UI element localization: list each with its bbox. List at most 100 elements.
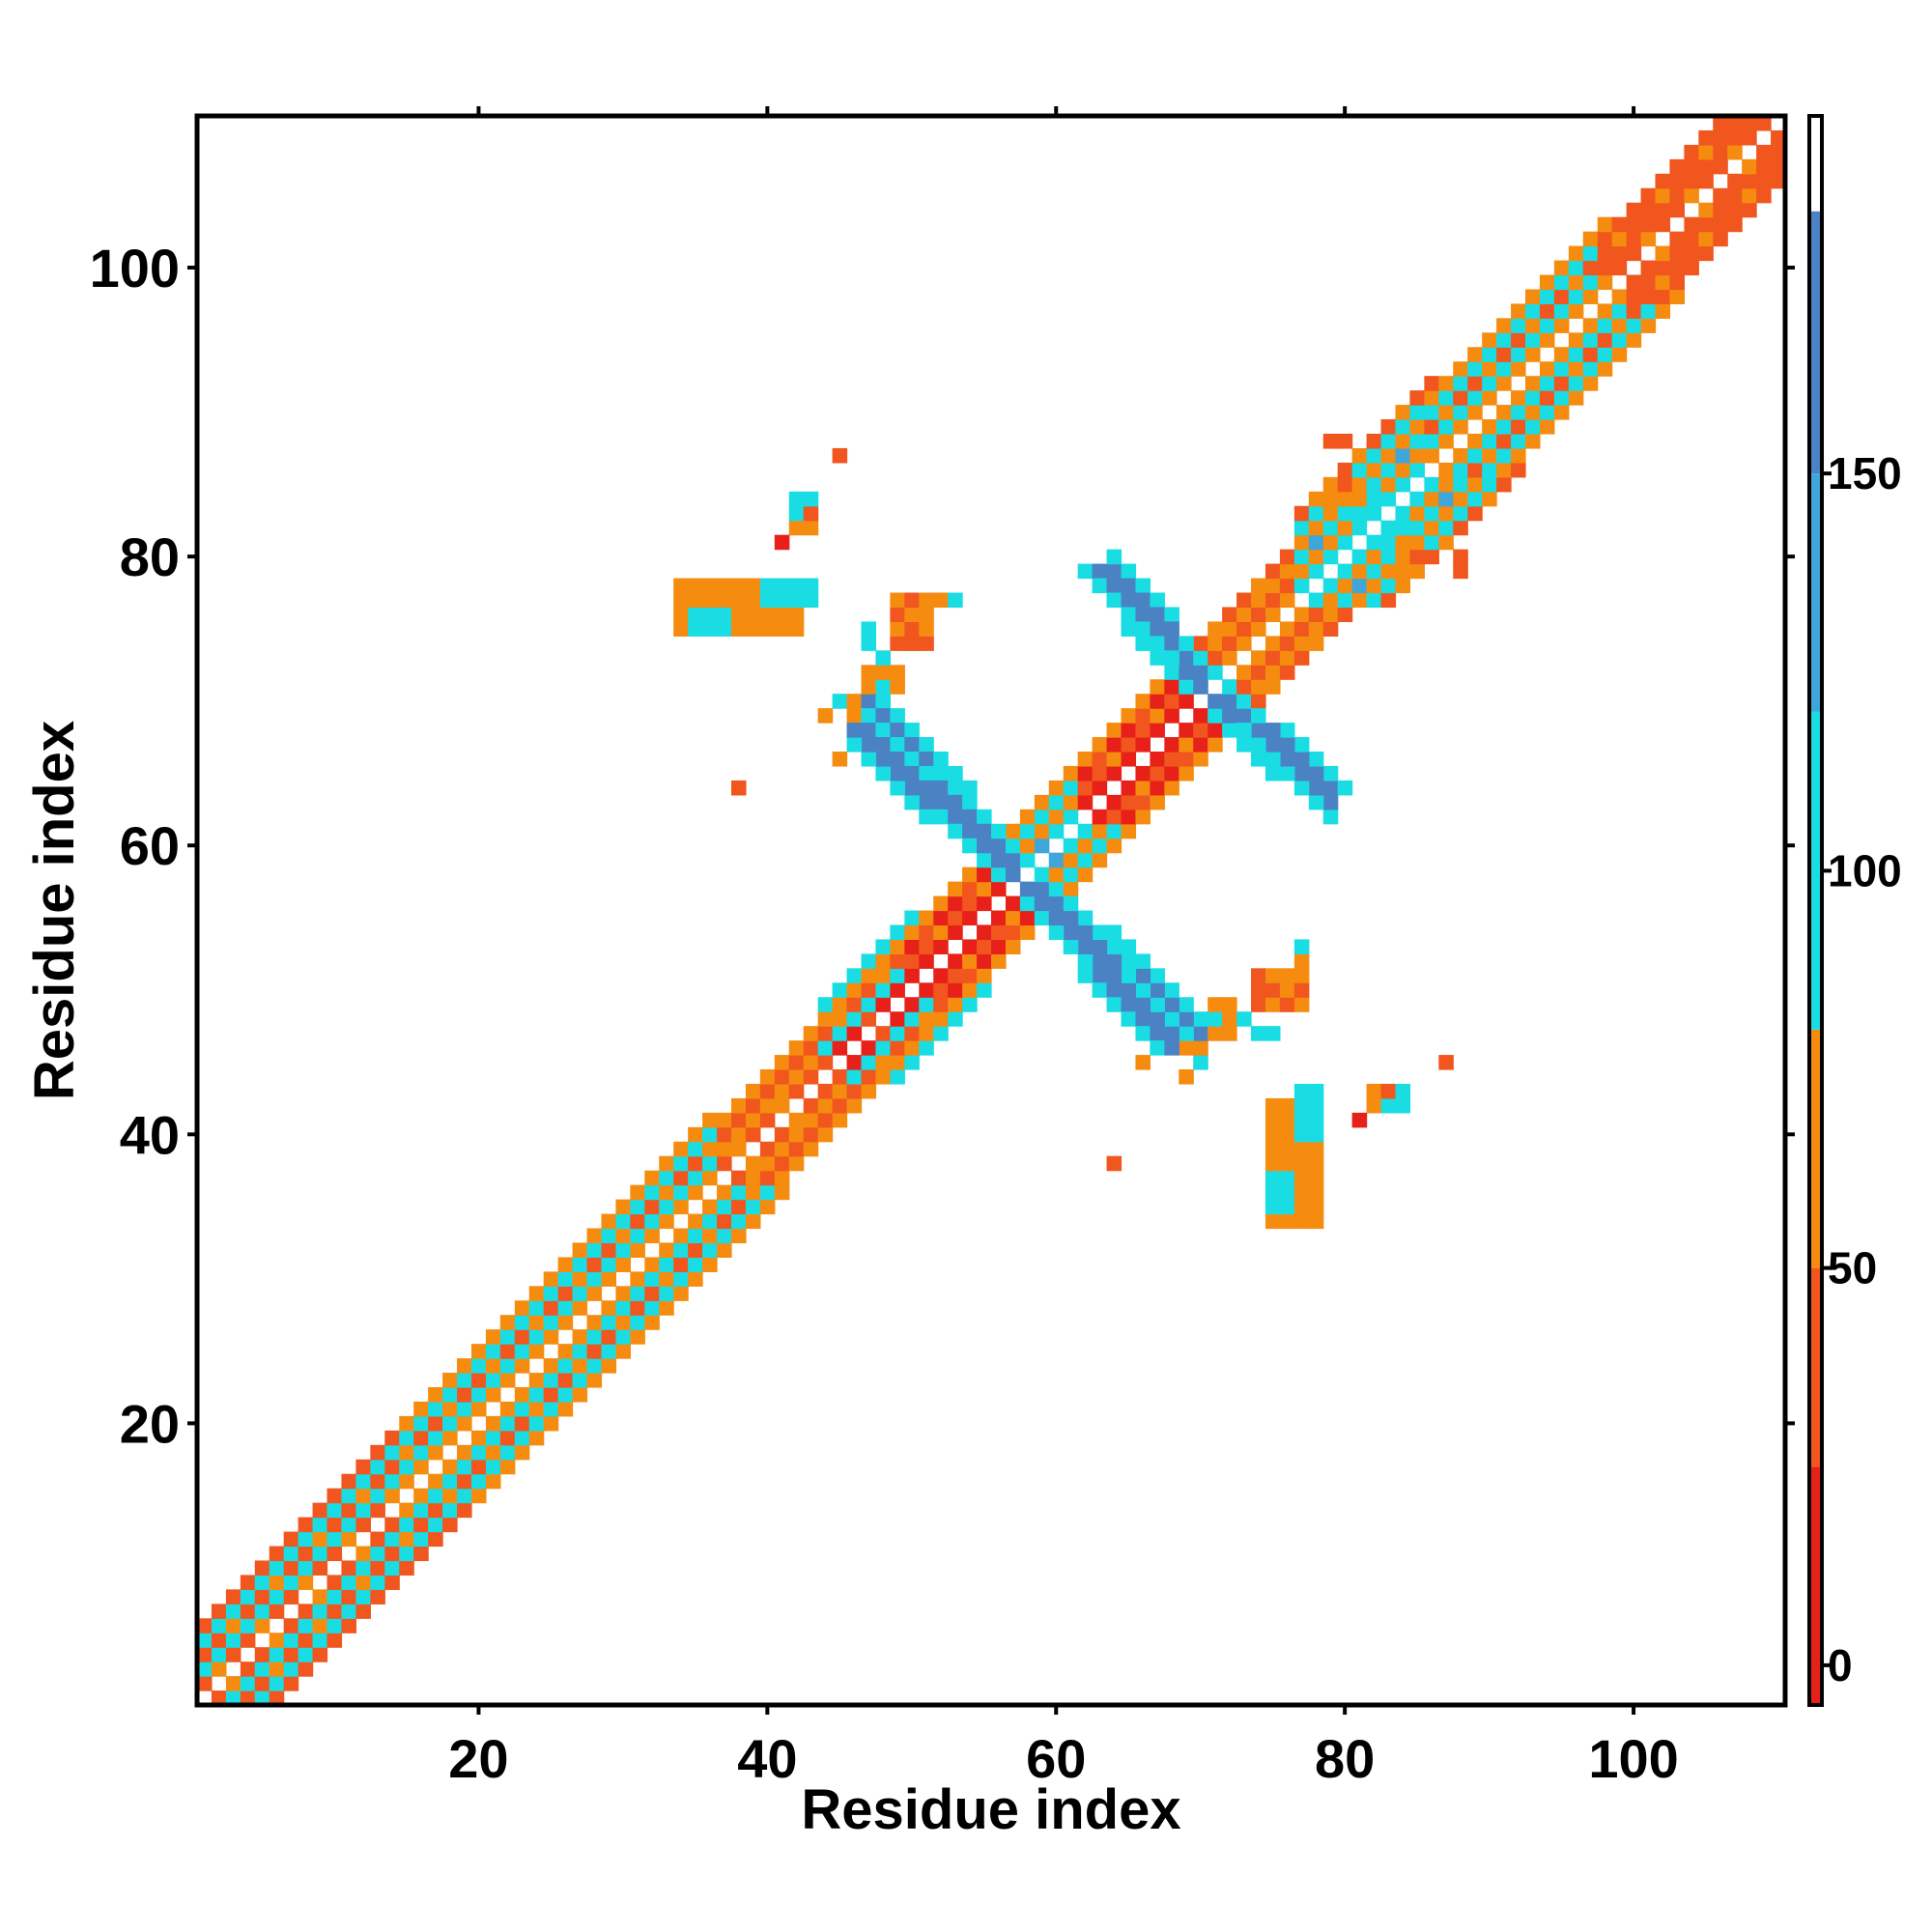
heatmap-cell — [759, 1155, 776, 1172]
heatmap-cell — [730, 1184, 747, 1201]
heatmap-cell — [485, 1373, 501, 1388]
heatmap-cell — [225, 1690, 242, 1706]
heatmap-cell — [1337, 491, 1353, 507]
heatmap-cell — [1568, 361, 1584, 377]
heatmap-cell — [1279, 1112, 1295, 1128]
heatmap-cell — [1063, 924, 1079, 940]
heatmap-cell — [428, 1488, 443, 1504]
heatmap-cell — [875, 679, 891, 695]
heatmap-cell — [861, 708, 877, 724]
heatmap-cell — [428, 1531, 443, 1548]
heatmap-cell — [355, 1589, 371, 1605]
heatmap-cell — [428, 1430, 443, 1446]
heatmap-cell — [1279, 737, 1295, 753]
heatmap-cell — [1351, 462, 1368, 478]
heatmap-cell — [659, 1155, 674, 1172]
heatmap-cell — [1005, 838, 1021, 854]
heatmap-cell — [1135, 636, 1151, 651]
heatmap-cell — [1698, 173, 1714, 189]
heatmap-cell — [543, 1387, 559, 1403]
heatmap-cell — [254, 1560, 270, 1576]
heatmap-cell — [730, 1199, 747, 1215]
heatmap-cell — [803, 1069, 819, 1085]
heatmap-cell — [269, 1633, 285, 1648]
heatmap-cell — [861, 1011, 877, 1027]
heatmap-cell — [1684, 187, 1699, 204]
heatmap-cell — [413, 1401, 429, 1417]
heatmap-cell — [1582, 245, 1599, 262]
heatmap-cell — [384, 1531, 400, 1548]
heatmap-cell — [759, 1112, 776, 1128]
heatmap-cell — [1150, 982, 1165, 998]
heatmap-cell — [730, 621, 747, 637]
heatmap-cell — [1308, 534, 1324, 551]
heatmap-cell — [442, 1430, 458, 1446]
heatmap-cell — [1106, 737, 1122, 753]
heatmap-cell — [788, 1083, 805, 1099]
heatmap-cell — [1135, 592, 1151, 609]
heatmap-cell — [933, 780, 949, 796]
heatmap-cell — [659, 1242, 674, 1258]
heatmap-cell — [327, 1546, 343, 1562]
heatmap-cell — [1150, 607, 1165, 622]
heatmap-cell — [1077, 924, 1094, 940]
heatmap-cell — [1193, 752, 1208, 767]
heatmap-cell — [341, 1502, 356, 1519]
heatmap-cell — [832, 982, 848, 998]
heatmap-cell — [442, 1459, 458, 1475]
heatmap-cell — [817, 1055, 834, 1070]
heatmap-cell — [1279, 578, 1295, 594]
heatmap-cell — [890, 1026, 905, 1041]
heatmap-cell — [875, 765, 891, 781]
heatmap-cell — [875, 982, 891, 998]
heatmap-cell — [1322, 549, 1339, 565]
heatmap-cell — [759, 1199, 776, 1215]
heatmap-cell — [890, 1040, 905, 1056]
heatmap-cell — [1222, 1011, 1237, 1027]
heatmap-cell — [890, 953, 905, 969]
heatmap-cell — [1264, 723, 1281, 738]
heatmap-cell — [341, 1575, 356, 1590]
heatmap-cell — [745, 621, 761, 637]
heatmap-cell — [904, 752, 920, 767]
heatmap-cell — [1193, 636, 1208, 651]
heatmap-cell — [298, 1575, 314, 1590]
heatmap-cell — [759, 607, 776, 622]
heatmap-cell — [948, 895, 963, 912]
heatmap-cell — [1322, 607, 1339, 622]
heatmap-cell — [817, 708, 834, 724]
heatmap-cell — [1150, 708, 1165, 724]
heatmap-cell — [1251, 723, 1266, 738]
heatmap-cell — [659, 1213, 674, 1230]
heatmap-cell — [890, 1011, 905, 1027]
heatmap-cell — [1380, 534, 1397, 551]
heatmap-cell — [1322, 621, 1339, 637]
heatmap-cell — [514, 1444, 530, 1461]
heatmap-cell — [1092, 737, 1108, 753]
heatmap-cell — [1251, 694, 1266, 709]
heatmap-cell — [1366, 476, 1382, 493]
heatmap-cell — [1337, 520, 1353, 536]
heatmap-cell — [1698, 245, 1714, 262]
heatmap-cell — [1380, 434, 1397, 449]
heatmap-cell — [1048, 881, 1065, 897]
heatmap-cell — [803, 1126, 819, 1143]
heatmap-cell — [919, 1040, 934, 1056]
heatmap-cell — [240, 1662, 256, 1677]
heatmap-cell — [1293, 520, 1310, 536]
heatmap-cell — [1742, 173, 1757, 189]
heatmap-cell — [1293, 939, 1310, 954]
heatmap-cell — [298, 1633, 314, 1648]
colorbar-tick-label: 100 — [1828, 845, 1902, 895]
heatmap-cell — [499, 1373, 516, 1388]
heatmap-cell — [384, 1546, 400, 1562]
heatmap-cell — [1568, 332, 1584, 348]
heatmap-cell — [514, 1344, 530, 1359]
heatmap-cell — [1106, 968, 1122, 983]
heatmap-cell — [399, 1473, 414, 1490]
heatmap-cell — [615, 1286, 631, 1301]
heatmap-cell — [1251, 650, 1266, 666]
heatmap-cell — [298, 1662, 314, 1677]
heatmap-cell — [1293, 997, 1310, 1012]
heatmap-cell — [1279, 997, 1295, 1012]
